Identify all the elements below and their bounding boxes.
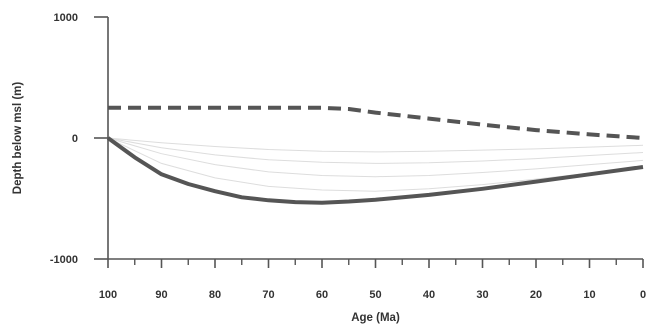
series-layer xyxy=(106,105,644,205)
axes-layer xyxy=(107,17,643,260)
x-tick-label: 0 xyxy=(640,289,646,301)
y-axis-title: Depth below msl (m) xyxy=(12,82,24,195)
faint-curves-layer xyxy=(107,137,644,192)
y-tick-label: 0 xyxy=(72,133,78,145)
x-tick-label: 10 xyxy=(583,289,595,301)
y-tick-label: -1000 xyxy=(50,254,78,266)
faint-curve-1 xyxy=(107,137,644,153)
y-tick-label: 1000 xyxy=(54,12,78,24)
dashed-series-line xyxy=(108,105,644,140)
x-tick-label: 70 xyxy=(262,289,274,301)
x-tick-label: 60 xyxy=(316,289,328,301)
x-ticks: 100 90 80 70 60 50 40 30 20 10 0 xyxy=(99,259,646,301)
x-tick-label: 80 xyxy=(209,289,221,301)
x-axis-title: Age (Ma) xyxy=(351,312,400,324)
faint-curve-2 xyxy=(107,137,644,164)
solid-series-line xyxy=(106,136,644,205)
y-ticks: 1000 0 -1000 xyxy=(50,12,108,266)
x-tick-label: 90 xyxy=(155,289,167,301)
faint-curve-4 xyxy=(107,137,644,192)
x-tick-label: 30 xyxy=(476,289,488,301)
x-tick-label: 20 xyxy=(530,289,542,301)
faint-curve-3 xyxy=(107,137,644,178)
x-tick-label: 40 xyxy=(423,289,435,301)
x-tick-label: 50 xyxy=(369,289,381,301)
x-tick-label: 100 xyxy=(99,289,117,301)
